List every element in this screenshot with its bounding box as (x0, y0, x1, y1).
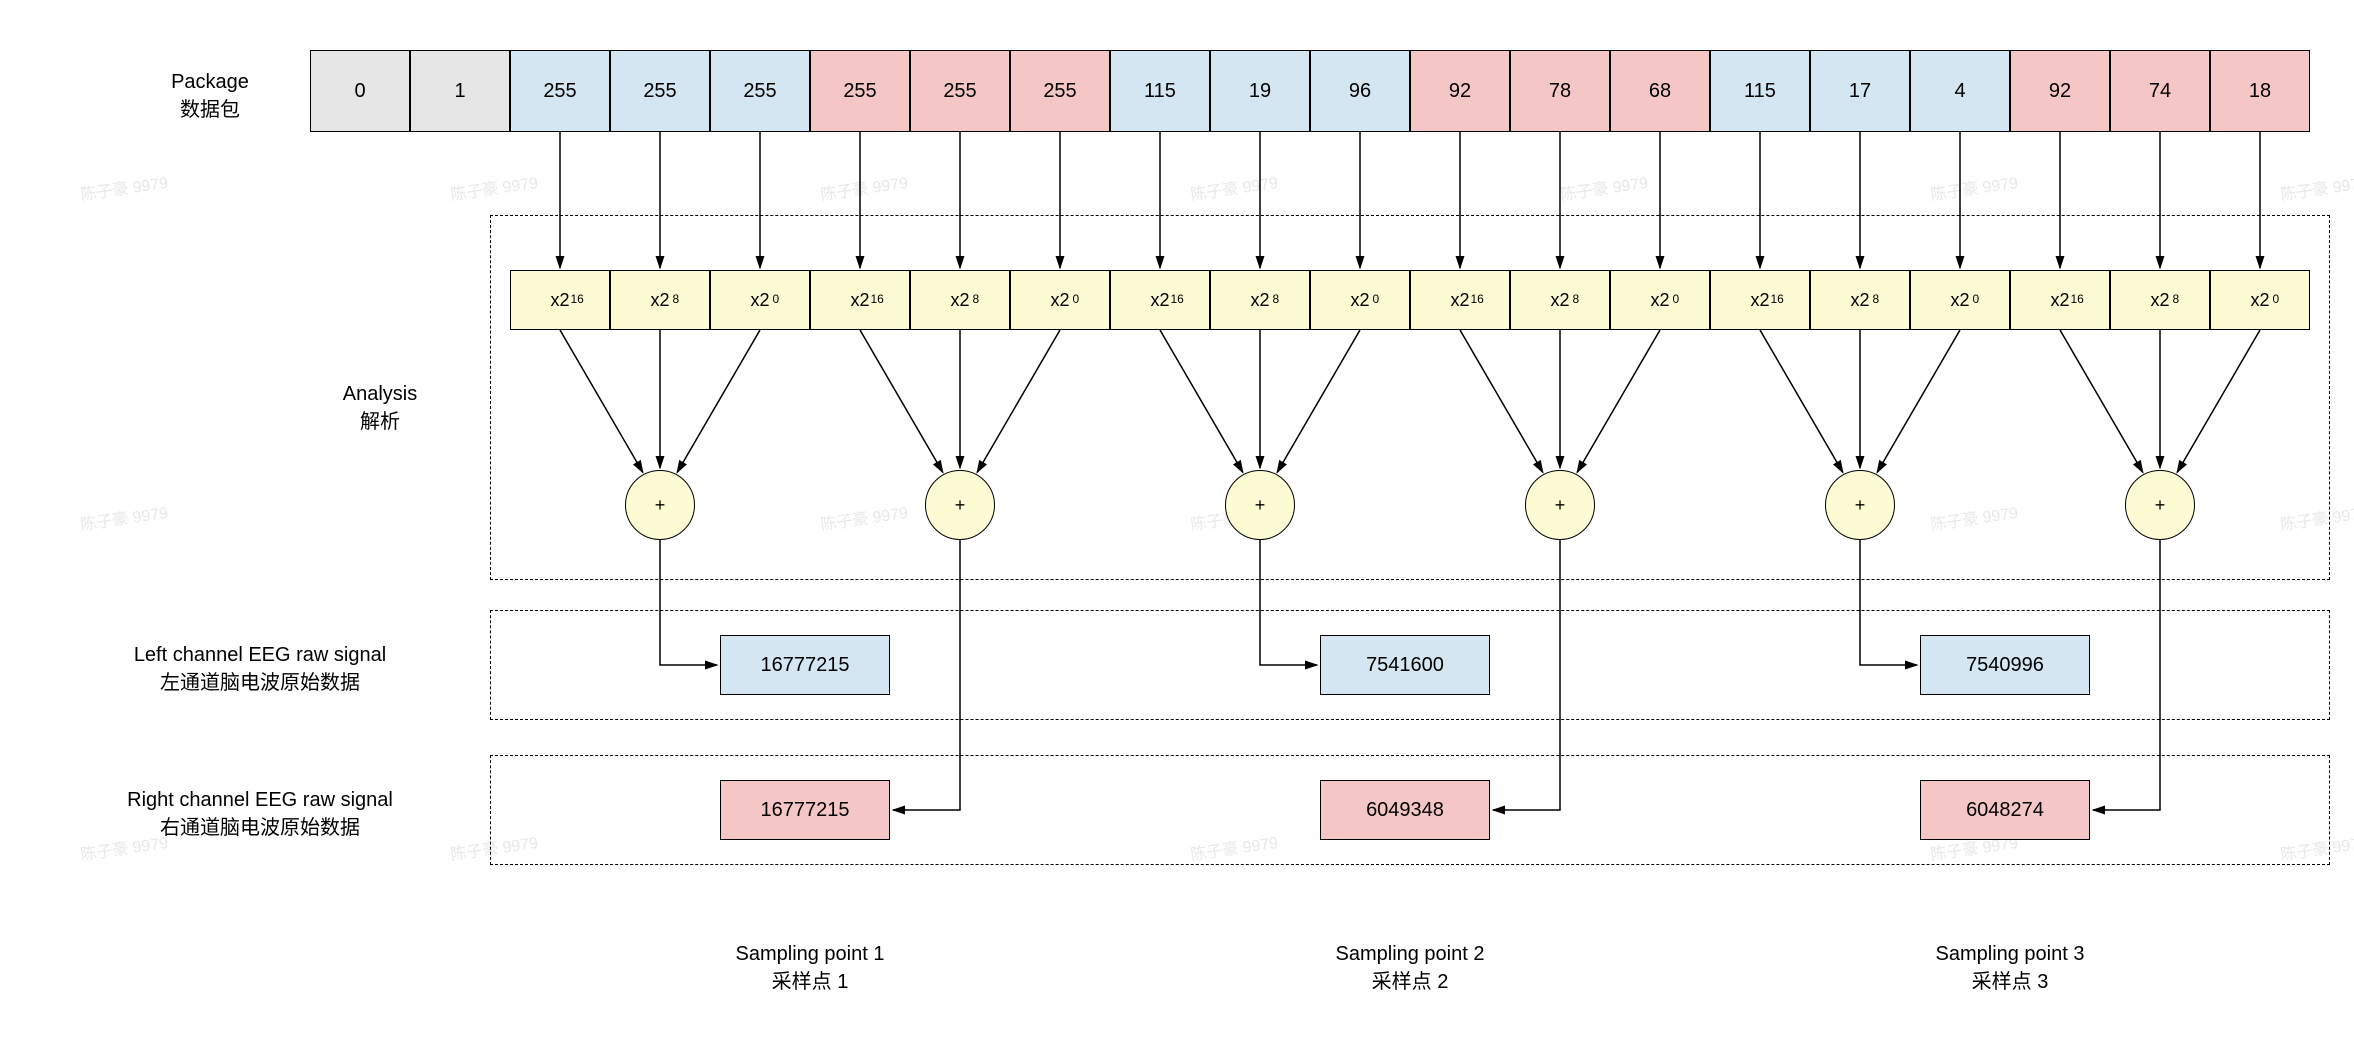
right-result-0: 16777215 (720, 780, 890, 840)
package-cell-4: 255 (710, 50, 810, 132)
sum-circle-left-1: + (1225, 470, 1295, 540)
package-cell-2: 255 (510, 50, 610, 132)
multiplier-cell-9: x216 (1410, 270, 1510, 330)
multiplier-cell-0: x216 (510, 270, 610, 330)
right-channel-zh: 右通道脑电波原始数据 (160, 817, 360, 839)
package-cell-16: 4 (1910, 50, 2010, 132)
multiplier-cell-8: x20 (1310, 270, 1410, 330)
package-cell-17: 92 (2010, 50, 2110, 132)
multiplier-cell-14: x20 (1910, 270, 2010, 330)
sampling-en-0: Sampling point 1 (736, 943, 885, 965)
sum-circle-right-0: + (925, 470, 995, 540)
package-cell-19: 18 (2210, 50, 2310, 132)
right-channel-en: Right channel EEG raw signal (127, 789, 393, 811)
sum-circle-right-2: + (2125, 470, 2195, 540)
package-cell-11: 92 (1410, 50, 1510, 132)
package-cell-5: 255 (810, 50, 910, 132)
package-cell-7: 255 (1010, 50, 1110, 132)
left-result-1: 7541600 (1320, 635, 1490, 695)
right-result-2: 6048274 (1920, 780, 2090, 840)
multiplier-cell-5: x20 (1010, 270, 1110, 330)
package-cell-10: 96 (1310, 50, 1410, 132)
analysis-label-en: Analysis (343, 383, 417, 405)
multiplier-cell-16: x28 (2110, 270, 2210, 330)
package-cell-9: 19 (1210, 50, 1310, 132)
package-label-zh: 数据包 (180, 99, 240, 121)
package-cell-12: 78 (1510, 50, 1610, 132)
multiplier-cell-11: x20 (1610, 270, 1710, 330)
multiplier-cell-6: x216 (1110, 270, 1210, 330)
sampling-zh-2: 采样点 3 (1972, 971, 2049, 993)
left-channel-en: Left channel EEG raw signal (134, 644, 386, 666)
sum-circle-left-2: + (1825, 470, 1895, 540)
left-channel-zh: 左通道脑电波原始数据 (160, 672, 360, 694)
package-cell-3: 255 (610, 50, 710, 132)
package-cell-8: 115 (1110, 50, 1210, 132)
sampling-zh-1: 采样点 2 (1372, 971, 1449, 993)
package-cell-0: 0 (310, 50, 410, 132)
package-cell-15: 17 (1810, 50, 1910, 132)
left-result-2: 7540996 (1920, 635, 2090, 695)
sampling-en-2: Sampling point 3 (1936, 943, 2085, 965)
package-cell-1: 1 (410, 50, 510, 132)
multiplier-cell-17: x20 (2210, 270, 2310, 330)
package-label-en: Package (171, 71, 249, 93)
multiplier-cell-13: x28 (1810, 270, 1910, 330)
multiplier-cell-7: x28 (1210, 270, 1310, 330)
multiplier-cell-12: x216 (1710, 270, 1810, 330)
multiplier-cell-2: x20 (710, 270, 810, 330)
sum-circle-right-1: + (1525, 470, 1595, 540)
multiplier-cell-3: x216 (810, 270, 910, 330)
package-cell-6: 255 (910, 50, 1010, 132)
package-cell-13: 68 (1610, 50, 1710, 132)
multiplier-cell-1: x28 (610, 270, 710, 330)
right-result-1: 6049348 (1320, 780, 1490, 840)
multiplier-cell-10: x28 (1510, 270, 1610, 330)
package-cell-18: 74 (2110, 50, 2210, 132)
sampling-en-1: Sampling point 2 (1336, 943, 1485, 965)
package-cell-14: 115 (1710, 50, 1810, 132)
multiplier-cell-15: x216 (2010, 270, 2110, 330)
left-result-0: 16777215 (720, 635, 890, 695)
sampling-zh-0: 采样点 1 (772, 971, 849, 993)
analysis-label-zh: 解析 (360, 411, 400, 433)
sum-circle-left-0: + (625, 470, 695, 540)
multiplier-cell-4: x28 (910, 270, 1010, 330)
